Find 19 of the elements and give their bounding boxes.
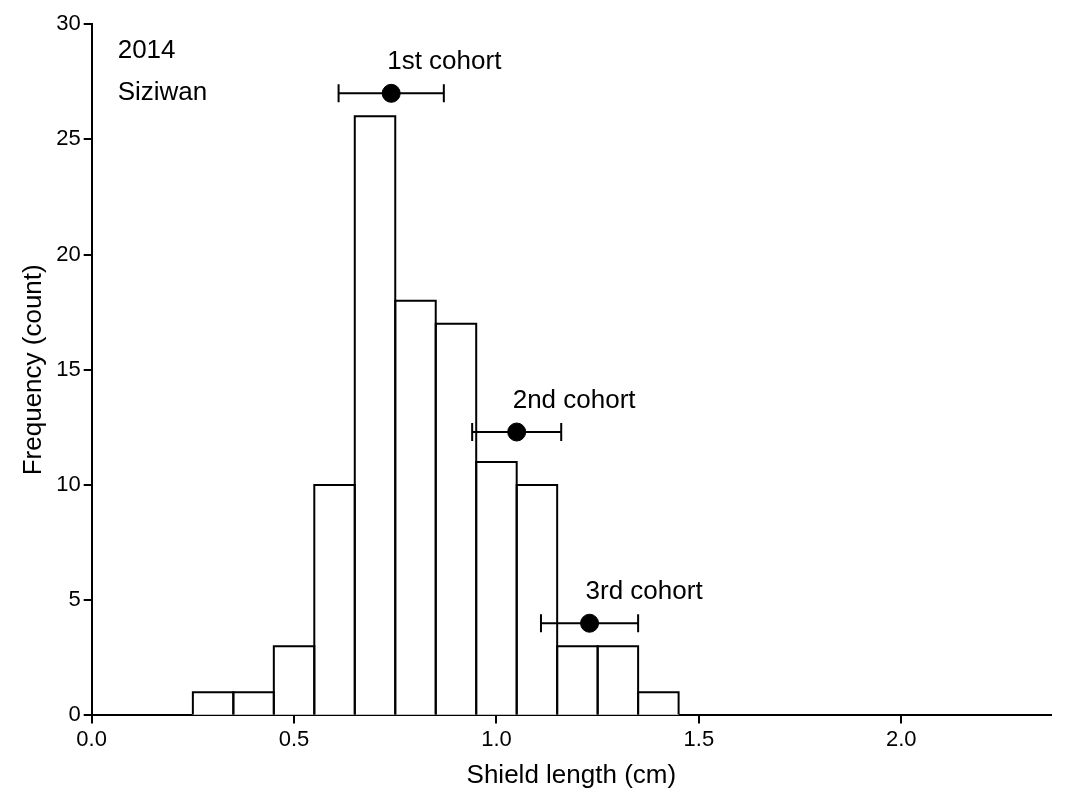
- x-tick-label: 0.5: [278, 725, 310, 751]
- y-tick-label: 15: [56, 355, 81, 381]
- y-tick-label: 5: [68, 586, 81, 612]
- x-tick-label: 1.0: [481, 725, 512, 751]
- annotation: 2014: [117, 34, 176, 65]
- y-tick-label: 30: [56, 10, 81, 36]
- y-axis-title: Frequency (count): [16, 264, 47, 476]
- annotation: 3rd cohort: [585, 575, 704, 606]
- x-tick-label: 0.0: [76, 725, 107, 751]
- annotation: 1st cohort: [387, 45, 503, 76]
- x-tick-label: 2.0: [885, 725, 917, 751]
- y-tick-label: 10: [56, 471, 81, 497]
- annotation: Siziwan: [117, 76, 208, 107]
- annotation: 2nd cohort: [512, 384, 637, 415]
- y-tick-label: 25: [56, 125, 81, 151]
- x-tick-label: 1.5: [683, 725, 715, 751]
- y-tick-label: 0: [68, 701, 81, 727]
- x-axis-title: Shield length (cm): [466, 758, 677, 789]
- y-tick-label: 20: [56, 240, 81, 266]
